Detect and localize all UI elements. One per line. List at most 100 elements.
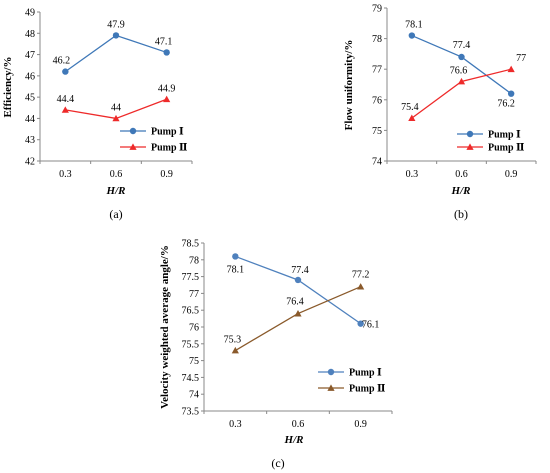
data-label: 44.9 bbox=[158, 83, 176, 94]
data-label: 77.4 bbox=[291, 265, 309, 276]
y-tick-label: 76 bbox=[372, 95, 382, 106]
y-tick-label: 49 bbox=[25, 8, 35, 19]
x-tick-label: 0.3 bbox=[59, 169, 72, 180]
legend: Pump Ⅰ Pump Ⅱ bbox=[457, 130, 525, 154]
x-tick-label: 0.9 bbox=[354, 419, 367, 430]
panel-label: (c) bbox=[271, 456, 284, 470]
data-label: 75.3 bbox=[224, 335, 242, 346]
data-label: 78.1 bbox=[227, 264, 245, 275]
panel-a: Efficiency/% H/R (a) 42 43 44 45 46 47 48 49 0.… bbox=[2, 8, 193, 221]
y-tick-label: 74 bbox=[372, 157, 382, 168]
y-tick-label: 78.5 bbox=[182, 239, 200, 250]
legend-label: Pump Ⅱ bbox=[151, 143, 188, 154]
data-label: 76.1 bbox=[362, 320, 380, 331]
data-label: 77.2 bbox=[352, 270, 370, 281]
data-point bbox=[112, 32, 120, 39]
legend-label: Pump Ⅰ bbox=[151, 127, 184, 138]
data-point bbox=[62, 68, 69, 75]
x-tick-label: 0.3 bbox=[406, 169, 419, 180]
data-label: 47.9 bbox=[107, 19, 125, 30]
x-axis-label: H/R bbox=[451, 185, 471, 197]
y-tick-label: 78 bbox=[372, 34, 382, 45]
x-tick-label: 0.6 bbox=[292, 419, 305, 430]
data-point bbox=[408, 32, 416, 39]
y-tick-label: 46 bbox=[25, 71, 35, 82]
y-tick-label: 74.5 bbox=[182, 373, 200, 384]
y-axis-label: Efficiency/% bbox=[2, 56, 14, 117]
data-label: 44 bbox=[111, 102, 121, 113]
x-tick-label: 0.6 bbox=[110, 169, 123, 180]
y-tick-label: 45 bbox=[25, 93, 35, 104]
y-tick-label: 75 bbox=[372, 126, 382, 137]
data-point bbox=[61, 106, 69, 113]
data-point bbox=[357, 283, 365, 290]
data-label: 78.1 bbox=[405, 20, 423, 31]
legend: Pump Ⅰ Pump Ⅱ bbox=[318, 368, 386, 395]
panel-b: Flow uniformity/% H/R (b) 74 75 76 77 78 79 0… bbox=[343, 4, 537, 221]
x-tick-label: 0.9 bbox=[160, 169, 173, 180]
y-tick-label: 75.5 bbox=[182, 339, 200, 350]
y-tick-label: 79 bbox=[372, 4, 382, 15]
y-tick-label: 42 bbox=[25, 157, 35, 168]
y-tick-label: 76 bbox=[189, 323, 199, 334]
panel-label: (a) bbox=[109, 207, 122, 221]
legend-marker bbox=[129, 143, 137, 150]
legend-label: Pump Ⅰ bbox=[349, 368, 382, 379]
data-point bbox=[457, 77, 466, 85]
data-point bbox=[458, 53, 465, 61]
series-line bbox=[64, 34, 167, 73]
y-tick-label: 48 bbox=[25, 29, 35, 40]
panel-label: (b) bbox=[454, 207, 468, 221]
y-tick-label: 47 bbox=[25, 50, 35, 61]
data-point bbox=[408, 114, 416, 122]
data-point bbox=[507, 65, 515, 73]
data-point bbox=[163, 49, 170, 56]
data-point bbox=[232, 253, 239, 260]
legend: Pump Ⅰ Pump Ⅱ bbox=[120, 127, 188, 154]
data-label: 46.2 bbox=[53, 56, 71, 67]
y-tick-label: 77 bbox=[372, 65, 382, 76]
data-point bbox=[231, 346, 239, 354]
y-axis-label: Velocity weighted average angle/% bbox=[159, 245, 171, 409]
y-tick-label: 76.5 bbox=[182, 306, 200, 317]
legend-label: Pump Ⅰ bbox=[488, 130, 521, 141]
y-tick-label: 44 bbox=[25, 114, 35, 125]
y-tick-label: 77.5 bbox=[182, 272, 200, 283]
x-axis-label: H/R bbox=[106, 185, 126, 197]
x-tick-label: 0.3 bbox=[229, 419, 242, 430]
data-label: 76.6 bbox=[450, 65, 468, 76]
x-axis-label: H/R bbox=[284, 434, 304, 446]
data-point bbox=[507, 90, 515, 97]
y-tick-label: 43 bbox=[25, 135, 35, 146]
y-tick-label: 73.5 bbox=[182, 407, 200, 418]
y-tick-label: 78 bbox=[189, 255, 199, 266]
data-point bbox=[357, 320, 364, 327]
legend-marker bbox=[327, 368, 335, 376]
x-tick-label: 0.6 bbox=[455, 169, 468, 180]
data-label: 76.4 bbox=[286, 297, 304, 308]
y-axis-label: Flow uniformity/% bbox=[343, 40, 355, 131]
y-tick-label: 75 bbox=[189, 356, 199, 367]
y-tick-label: 77 bbox=[189, 289, 199, 300]
data-label: 76.2 bbox=[497, 99, 515, 110]
x-tick-label: 0.9 bbox=[505, 169, 518, 180]
data-point bbox=[294, 309, 302, 317]
series-line bbox=[411, 68, 512, 119]
legend-marker bbox=[466, 143, 474, 150]
legend-marker bbox=[466, 130, 474, 138]
data-label: 75.4 bbox=[401, 102, 419, 113]
data-label: 77.4 bbox=[453, 40, 471, 51]
data-point bbox=[294, 276, 302, 284]
legend-label: Pump Ⅱ bbox=[488, 143, 525, 154]
data-label: 77 bbox=[516, 53, 526, 64]
legend-marker bbox=[129, 127, 137, 135]
y-tick-label: 74 bbox=[189, 390, 199, 401]
data-label: 44.4 bbox=[57, 94, 75, 105]
data-point bbox=[163, 95, 171, 103]
data-label: 47.1 bbox=[155, 36, 173, 47]
legend-marker bbox=[327, 384, 335, 391]
data-point bbox=[112, 114, 120, 122]
panel-c: Velocity weighted average angle/% H/R (c… bbox=[159, 239, 393, 470]
legend-label: Pump Ⅱ bbox=[349, 384, 386, 395]
